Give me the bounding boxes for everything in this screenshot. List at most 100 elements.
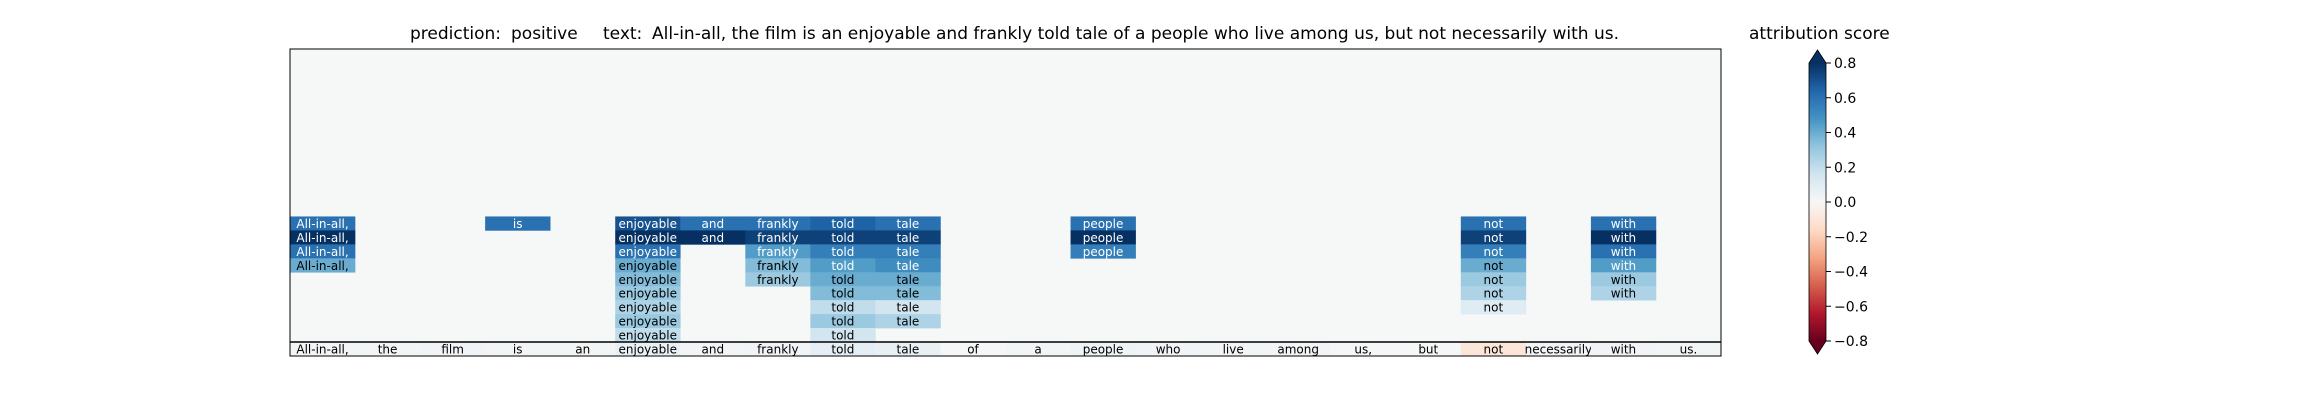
colorbar-tick-label: 0.8 [1834,56,1856,72]
cell-token-label: frankly [757,231,799,245]
heat-cell [1460,244,1527,259]
cell-token-label: told [831,315,854,329]
heat-cell [290,244,356,259]
heat-cell [1590,230,1657,245]
heat-cell [1070,342,1136,357]
token-label: an [575,343,590,357]
heat-cell [1460,286,1527,301]
cell-token-label: told [831,231,854,245]
heat-cell [745,244,811,259]
cell-token-label: not [1484,245,1504,259]
cell-token-label: not [1484,301,1504,315]
text-label: text: [603,24,642,44]
heat-cell [680,216,746,231]
heat-cell [615,272,681,287]
colorbar-tick-label: −0.6 [1834,299,1868,315]
input-text: All-in-all, the film is an enjoyable and… [652,24,1619,44]
heat-cell [875,314,941,329]
token-label: a [1034,343,1041,357]
heat-cell [810,216,876,231]
heat-cell [875,244,941,259]
colorbar-extend-min [1809,341,1826,354]
colorbar-gradient [1809,63,1826,341]
figure-titles: prediction: positive text: All-in-all, t… [410,24,1890,44]
token-label: with [1611,343,1636,357]
heat-cell [1525,342,1592,357]
cell-token-label: enjoyable [619,287,677,301]
heat-cell [1460,230,1527,245]
heat-cell [615,216,681,231]
heat-cell [1005,342,1071,357]
token-label: people [1083,343,1124,357]
heat-cell [290,258,356,273]
heatmap-area: All-in-all, is enjoyable and frankly told tale… [289,48,1722,357]
colorbar-tick-label: 0.4 [1834,126,1856,142]
token-label: not [1484,343,1504,357]
heat-cell [810,328,876,343]
heat-cell [355,342,421,357]
heat-cell [615,328,681,343]
cell-token-label: tale [897,273,920,287]
cell-token-label: told [831,259,854,273]
token-label: frankly [757,343,799,357]
token-label: the [378,343,398,357]
cell-token-label: with [1611,259,1636,273]
heat-cell [1590,342,1657,357]
cell-token-label: All-in-all, [296,259,348,273]
heat-cell [745,258,811,273]
colorbar-tick-label: −0.8 [1834,334,1868,350]
heat-cell [1460,272,1527,287]
cell-token-label: enjoyable [619,245,677,259]
cell-token-label: tale [897,315,920,329]
cell-token-label: told [831,329,854,343]
heat-cell [680,230,746,245]
heat-cell [615,230,681,245]
heat-cell [810,244,876,259]
heatmap-frame [289,48,1722,357]
cell-token-label: enjoyable [619,329,677,343]
heat-cell [810,286,876,301]
cell-token-label: with [1611,231,1636,245]
heat-cell [745,216,811,231]
heat-cell [290,230,356,245]
heat-cell [615,258,681,273]
token-label: but [1418,343,1438,357]
colorbar-title: attribution score [1749,24,1890,44]
heat-cell [810,342,876,357]
cell-token-label: told [831,301,854,315]
prediction-value: positive [511,24,578,44]
heat-cell [1070,216,1136,231]
heat-cell [615,314,681,329]
heat-cell [1265,342,1332,357]
cell-token-label: enjoyable [619,217,677,231]
cell-token-label: tale [897,301,920,315]
cell-token-label: told [831,273,854,287]
heat-cell [615,286,681,301]
cell-token-label: All-in-all, [296,217,348,231]
cell-token-label: enjoyable [619,259,677,273]
cell-token-label: enjoyable [619,231,677,245]
heat-cell [745,272,811,287]
cell-token-label: tale [897,245,920,259]
heat-cell [810,300,876,315]
cell-token-label: with [1611,245,1636,259]
colorbar-extend-max [1809,50,1826,63]
cell-token-label: with [1611,273,1636,287]
heat-cell [290,216,356,231]
heat-cell [1460,258,1527,273]
token-label: and [702,343,725,357]
heat-cell [875,230,941,245]
heat-cell [1590,272,1657,287]
cell-token-label: tale [897,217,920,231]
cell-token-label: not [1484,259,1504,273]
heat-cell [1200,342,1266,357]
heat-cell [420,342,486,357]
token-label: live [1223,343,1244,357]
heat-cell [1590,216,1657,231]
token-label: us, [1354,343,1372,357]
heat-cell [615,342,681,357]
heat-cell [875,258,941,273]
heat-cell [875,216,941,231]
cell-token-label: All-in-all, [296,245,348,259]
